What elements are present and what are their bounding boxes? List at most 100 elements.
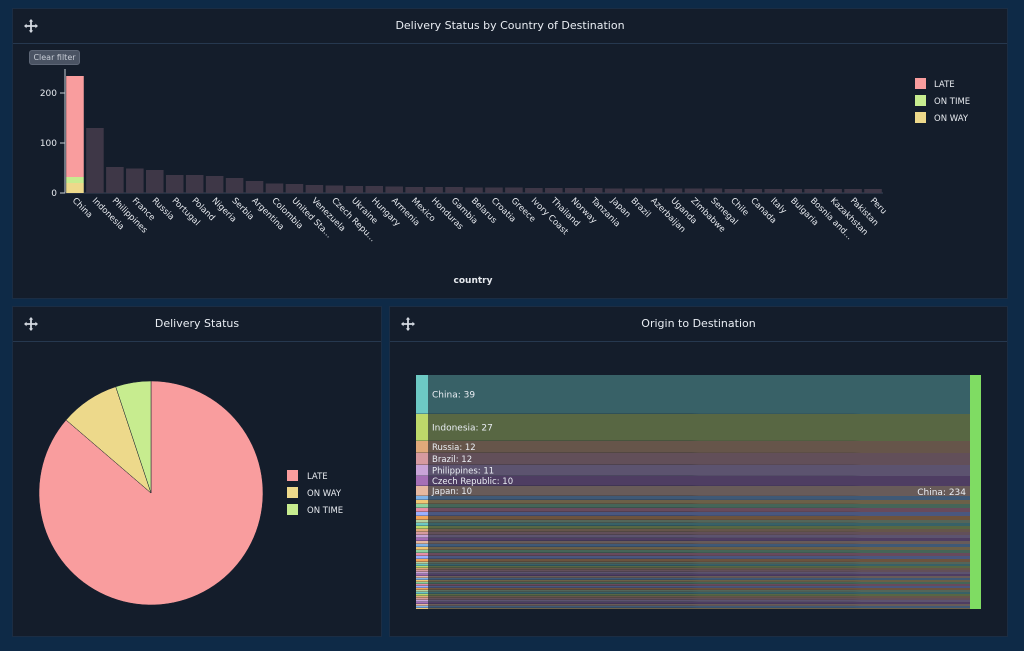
move-arrows-icon[interactable]	[23, 18, 39, 34]
bar-chart: 0100200ChinaIndonesiaPhilippinesFranceRu…	[40, 69, 970, 286]
sankey-source-node	[416, 586, 428, 588]
sankey-link	[428, 594, 970, 596]
legend-swatch	[287, 470, 298, 481]
bar-late	[205, 176, 224, 193]
sankey-source-node	[416, 590, 428, 592]
bar-late	[684, 188, 703, 193]
bar-late	[66, 76, 84, 177]
legend-swatch	[915, 95, 926, 106]
sankey-link	[428, 496, 970, 500]
bar-late	[165, 175, 184, 193]
sankey-source-node	[416, 520, 428, 523]
sankey-link	[428, 566, 970, 568]
bar-late	[345, 186, 364, 193]
sankey-source-node	[416, 574, 428, 576]
bar-late	[265, 183, 284, 193]
sankey-link	[428, 606, 970, 608]
sankey-link	[428, 516, 970, 520]
sankey-link	[428, 608, 970, 609]
sankey-source-node	[416, 578, 428, 580]
pie-panel-title: Delivery Status	[154, 317, 240, 330]
sankey-source-label: China: 39	[432, 390, 475, 400]
sankey-source-node	[416, 596, 428, 598]
sankey-link	[428, 512, 970, 516]
sankey-source-node	[416, 465, 428, 476]
pie-panel-header: Delivery Status	[13, 307, 381, 342]
bar-panel-title: Delivery Status by Country of Destinatio…	[395, 19, 625, 32]
y-tick-label: 0	[51, 189, 57, 199]
sankey-link	[428, 556, 970, 559]
sankey-link	[428, 500, 970, 504]
bar-on-time	[66, 177, 84, 183]
bar-late	[844, 189, 862, 193]
bar-late	[225, 178, 244, 193]
sankey-source-node	[416, 604, 428, 606]
sankey-source-node	[416, 453, 428, 465]
sankey-source-node	[416, 598, 428, 600]
sankey-source-node	[416, 564, 428, 566]
bar-late	[405, 187, 423, 193]
sankey-panel-title: Origin to Destination	[641, 317, 756, 330]
bar-late	[525, 188, 543, 193]
sankey-source-node	[416, 508, 428, 512]
legend-label: ON WAY	[934, 114, 969, 124]
bar-late	[604, 188, 623, 193]
legend-label: ON TIME	[307, 506, 343, 516]
sankey-link	[428, 598, 970, 600]
sankey-source-node	[416, 512, 428, 516]
sankey-link	[428, 529, 970, 532]
legend-swatch	[287, 487, 298, 498]
sankey-source-node	[416, 556, 428, 559]
bar-late	[305, 185, 324, 193]
bar-late	[764, 189, 783, 193]
y-tick-label: 200	[40, 89, 57, 99]
sankey-link	[428, 562, 970, 564]
sankey-link	[428, 580, 970, 582]
sankey-source-label: Czech Republic: 10	[432, 477, 513, 487]
sankey-link	[428, 582, 970, 584]
sankey-link	[428, 568, 970, 570]
sankey-link	[428, 526, 970, 529]
sankey-chart: China: 39 Indonesia: 27 Russia: 12 Brazil: …	[416, 375, 981, 609]
move-arrows-icon[interactable]	[23, 316, 39, 332]
bar-late	[245, 181, 264, 193]
bar-late	[824, 189, 842, 193]
sankey-source-node	[416, 541, 428, 544]
sankey-source-node	[416, 476, 428, 486]
sankey-link	[428, 523, 970, 526]
bar-late	[744, 189, 763, 193]
x-tick-label: China	[70, 196, 94, 220]
bar-chart-panel: Delivery Status by Country of Destinatio…	[12, 8, 1008, 299]
sankey-source-node	[416, 582, 428, 584]
sankey-source-node	[416, 562, 428, 564]
sankey-source-node	[416, 553, 428, 556]
sankey-link	[428, 596, 970, 598]
bar-panel-header: Delivery Status by Country of Destinatio…	[13, 9, 1007, 44]
sankey-target-node	[970, 375, 981, 609]
x-axis-title: country	[454, 276, 493, 286]
bar-on-way	[66, 183, 84, 193]
pie-slice-on-time	[115, 380, 152, 494]
sankey-link	[428, 441, 970, 453]
sankey-link	[428, 576, 970, 578]
bar-late	[365, 186, 384, 193]
sankey-link	[428, 486, 970, 496]
sankey-link	[428, 550, 970, 553]
clear-filter-button[interactable]: Clear filter	[29, 50, 80, 65]
move-arrows-icon[interactable]	[400, 316, 416, 332]
sankey-source-label: Japan: 10	[431, 487, 472, 497]
sankey-link	[428, 414, 970, 441]
legend-label: ON TIME	[934, 97, 970, 107]
sankey-source-node	[416, 547, 428, 550]
sankey-link	[428, 564, 970, 566]
sankey-link	[428, 532, 970, 535]
sankey-source-node	[416, 486, 428, 496]
sankey-link	[428, 602, 970, 604]
sankey-link	[428, 570, 970, 572]
pie-chart: LATE ON WAY ON TIME	[38, 380, 343, 606]
sankey-link	[428, 541, 970, 544]
sankey-panel-header: Origin to Destination	[390, 307, 1007, 342]
sankey-source-node	[416, 532, 428, 535]
legend-label: LATE	[934, 80, 955, 90]
bar-late	[584, 188, 603, 193]
